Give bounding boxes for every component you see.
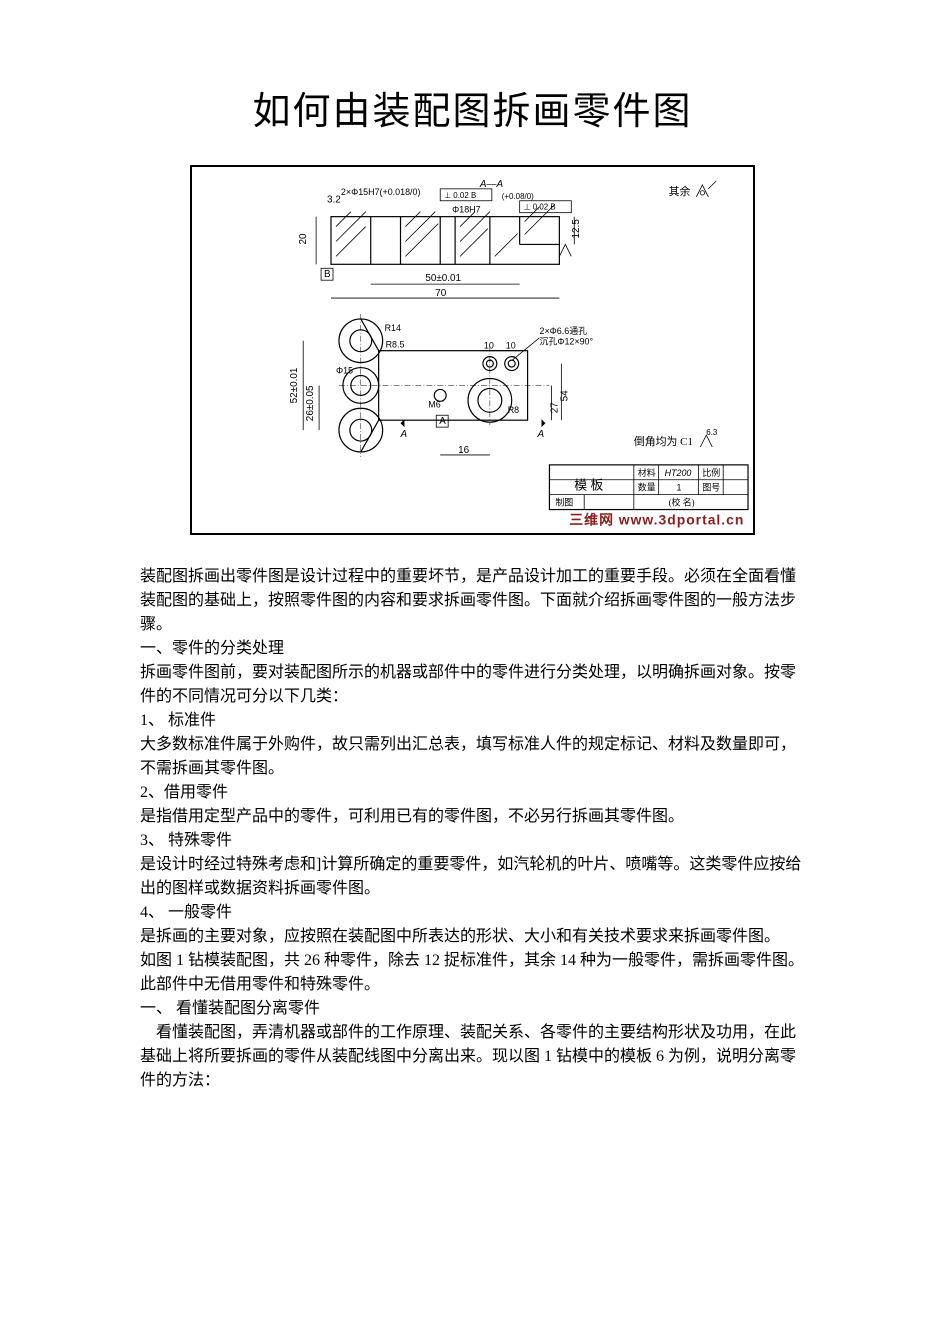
- tb-name: 模 板: [574, 479, 603, 493]
- watermark: 三维网 www.3dportal.cn: [569, 511, 744, 527]
- p11: 如图 1 钻模装配图，共 26 种零件，除去 12 捉标准件，其余 14 种为一…: [140, 949, 805, 997]
- p2: 拆画零件图前，要对装配图所示的机器或部件中的零件进行分类处理，以明确拆画对象。按…: [140, 661, 805, 709]
- gd2: ⊥ 0.02 B: [524, 203, 556, 212]
- dim-50: 50±0.01: [425, 273, 461, 284]
- p3: 1、 标准件: [140, 709, 805, 733]
- dim-r14: R14: [385, 323, 401, 333]
- p0: 装配图拆画出零件图是设计过程中的重要坏节，是产品设计加工的重要手段。必须在全面看…: [140, 565, 805, 637]
- page-title: 如何由装配图拆画零件图: [140, 80, 805, 135]
- dim-r85: R8.5: [386, 340, 405, 350]
- tb-check-label: (校 名): [669, 497, 695, 508]
- tol008: (+0.08/0): [502, 192, 534, 201]
- plan-view: [339, 314, 549, 457]
- arrow-a-left: A: [400, 429, 408, 440]
- dim-r8: R8: [508, 405, 519, 415]
- title-block: 模 板 材料 HT200 比例 数量 1 图号 制图 (校 名): [549, 465, 748, 510]
- small-holes-line1: 2×Φ6.6通孔: [540, 326, 588, 336]
- chamfer-note: 倒角均为 C1: [634, 435, 693, 448]
- dim-10b: 10: [506, 341, 516, 351]
- p7: 3、 特殊零件: [140, 829, 805, 853]
- arrow-a-right: A: [537, 429, 545, 440]
- sf-63: 6.3: [706, 428, 718, 437]
- top-right-note: 其余: [669, 184, 691, 198]
- dim-16: 16: [458, 445, 470, 456]
- tb-qty-label: 数量: [638, 482, 656, 493]
- dim-10a: 10: [484, 341, 494, 351]
- tb-mat-value: HT200: [665, 468, 692, 478]
- p4: 大多数标准件属于外购件，故只需列出汇总表，填写标准人件的规定标记、材料及数量即可…: [140, 733, 805, 781]
- tb-drawn-label: 制图: [555, 497, 573, 508]
- gd1: ⊥ 0.02 B: [444, 191, 476, 200]
- drawing-svg: A—A 其余: [192, 167, 753, 534]
- p5: 2、借用零件: [140, 781, 805, 805]
- dim-125: 12.5: [571, 219, 582, 239]
- tb-no-label: 图号: [702, 483, 720, 493]
- dim-52: 52±0.01: [289, 367, 300, 403]
- surface-finish-symbol-top: [696, 181, 716, 197]
- small-holes-line2: 沉孔Φ12×90°: [540, 337, 594, 347]
- dim-54: 54: [559, 390, 570, 402]
- dim-32: 3.2: [327, 195, 341, 206]
- dim-hole-top: 2×Φ15H7(+0.018/0): [341, 187, 421, 197]
- dim-phi18: Φ18H7: [452, 205, 480, 215]
- dim-m6: M6: [428, 399, 440, 409]
- datum-a: A: [439, 416, 446, 427]
- p8: 是设计时经过特殊考虑和]计算所确定的重要零件，如汽轮机的叶片、喷嘴等。这类零件应…: [140, 853, 805, 901]
- dim-26: 26±0.05: [305, 385, 316, 421]
- body-text: 装配图拆画出零件图是设计过程中的重要坏节，是产品设计加工的重要手段。必须在全面看…: [140, 565, 805, 1093]
- section-label-a: A—A: [479, 179, 504, 190]
- datum-b: B: [324, 269, 331, 280]
- dim-70: 70: [435, 288, 447, 299]
- tb-scale-label: 比例: [702, 467, 720, 478]
- p9: 4、 一般零件: [140, 901, 805, 925]
- p12: 一、 看懂装配图分离零件: [140, 997, 805, 1021]
- p1: 一、零件的分类处理: [140, 637, 805, 661]
- p13: 看懂装配图，弄清机器或部件的工作原理、装配关系、各零件的主要结构形状及功用，在此…: [140, 1021, 805, 1093]
- section-view: [331, 205, 559, 265]
- dim-phi15: Φ15: [336, 366, 353, 376]
- tb-qty-value: 1: [677, 483, 682, 493]
- p10: 是拆画的主要对象，应按照在装配图中所表达的形状、大小和有关技术要求来拆画零件图。: [140, 925, 805, 949]
- technical-drawing-figure: A—A 其余: [190, 165, 755, 535]
- tb-mat-label: 材料: [638, 467, 656, 478]
- dim-27: 27: [549, 402, 560, 414]
- dim-20: 20: [298, 233, 309, 245]
- p6: 是指借用定型产品中的零件，可利用已有的零件图，不必另行拆画其零件图。: [140, 805, 805, 829]
